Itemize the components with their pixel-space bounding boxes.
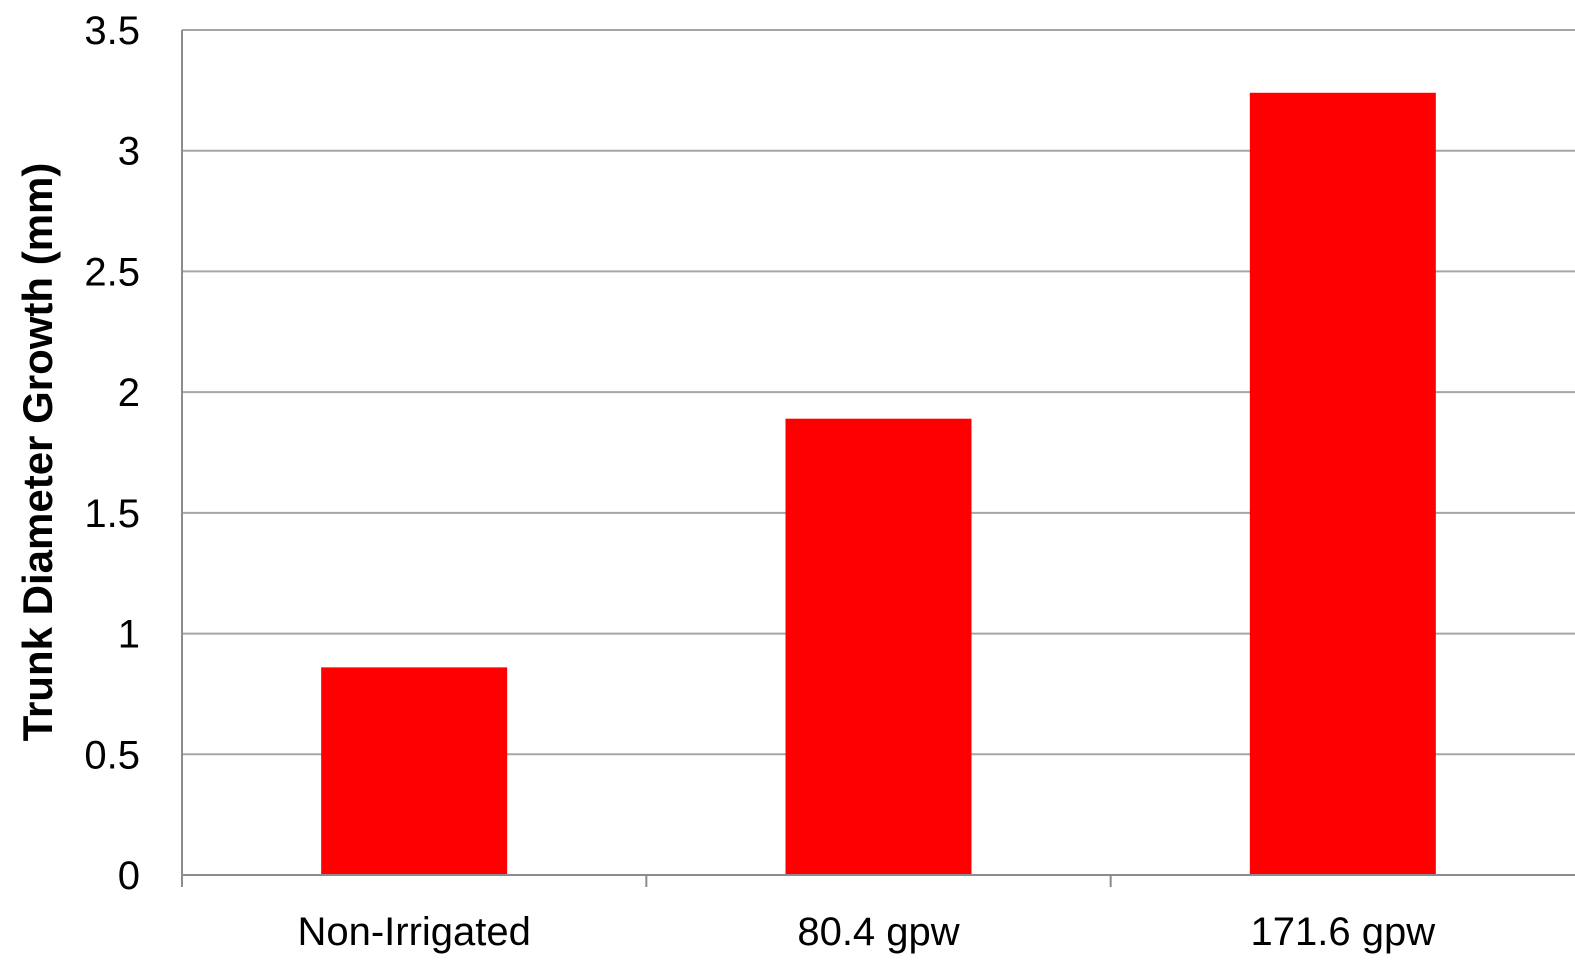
y-tick-label: 0: [118, 854, 140, 898]
bar: [785, 418, 972, 875]
y-tick-label: 3: [118, 130, 140, 174]
y-tick-labels: 0 0.5 1 1.5 2 2.5 3 3.5: [84, 9, 140, 898]
y-tick-label: 0.5: [84, 733, 140, 777]
y-tick-label: 1.5: [84, 492, 140, 536]
y-tick-label: 1: [118, 613, 140, 657]
axes: [181, 30, 1575, 887]
y-axis-title: Trunk Diameter Growth (mm): [14, 163, 61, 742]
y-tick-label: 2.5: [84, 250, 140, 294]
x-tick-label: Non-Irrigated: [297, 910, 530, 954]
bars: [321, 92, 1436, 876]
x-tick-labels: Non-Irrigated 80.4 gpw 171.6 gpw: [297, 910, 1435, 954]
bar: [1249, 92, 1436, 876]
bar: [321, 667, 508, 875]
x-tick-label: 80.4 gpw: [797, 910, 959, 954]
x-tick-label: 171.6 gpw: [1251, 910, 1436, 954]
y-tick-label: 2: [118, 371, 140, 415]
y-tick-label: 3.5: [84, 9, 140, 53]
